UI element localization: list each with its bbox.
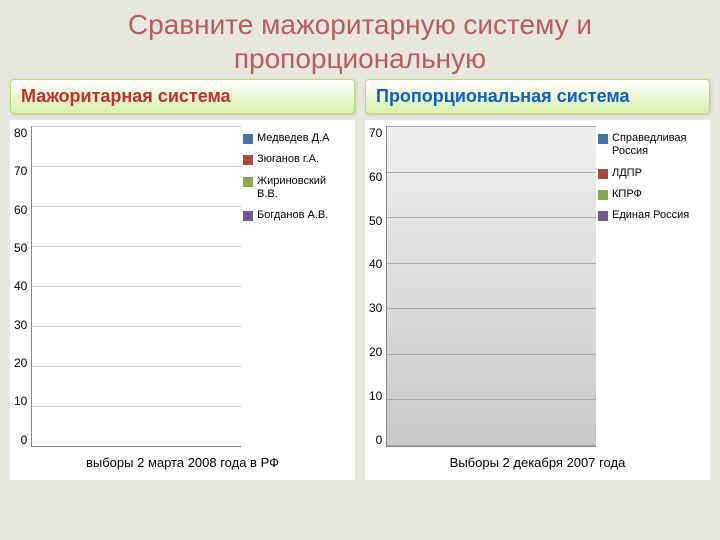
legend-swatch [598,190,608,200]
legend-swatch [243,134,253,144]
left-panel-label: Мажоритарная система [10,79,355,114]
ytick: 20 [14,356,27,370]
legend-item: Справедливая Россия [598,132,704,158]
slide-title: Сравните мажоритарную систему и пропорци… [0,0,720,79]
left-y-axis: 80 70 60 50 40 30 20 10 0 [14,126,31,446]
left-x-label: выборы 2 марта 2008 года в РФ [10,447,355,481]
right-plot-area [386,126,596,446]
legend-item: КПРФ [598,188,704,201]
legend-label: КПРФ [612,188,642,201]
panels: Мажоритарная система 80 70 60 50 40 30 2… [0,79,720,480]
ytick: 50 [369,214,382,228]
left-legend: Медведев Д.А Зюганов г.А. Жириновский В.В.… [241,126,351,446]
legend-swatch [243,211,253,221]
legend-label: Богданов А.В. [257,209,328,222]
legend-swatch [243,155,253,165]
legend-item: Зюганов г.А. [243,153,349,166]
ytick: 10 [369,389,382,403]
right-y-axis: 70 60 50 40 30 20 10 0 [369,126,386,446]
right-legend: Справедливая Россия ЛДПР КПРФ Единая Россия [596,126,706,446]
legend-swatch [598,134,608,144]
legend-label: ЛДПР [612,167,642,180]
left-grid [32,126,241,445]
ytick: 60 [369,170,382,184]
legend-swatch [243,177,253,187]
panel-left: Мажоритарная система 80 70 60 50 40 30 2… [10,79,355,480]
legend-label: Справедливая Россия [612,132,704,158]
ytick: 10 [14,394,27,408]
legend-swatch [598,169,608,179]
legend-item: Жириновский В.В. [243,175,349,201]
ytick: 80 [14,126,27,140]
ytick: 30 [14,318,27,332]
ytick: 50 [14,241,27,255]
ytick: 30 [369,301,382,315]
panel-right: Пропорциональная система 70 60 50 40 30 … [365,79,710,480]
ytick: 70 [369,126,382,140]
right-panel-label: Пропорциональная система [365,79,710,114]
legend-item: Единая Россия [598,209,704,222]
left-chart: 80 70 60 50 40 30 20 10 0 Мед [10,120,355,480]
right-grid [387,126,596,445]
legend-item: Медведев Д.А [243,132,349,145]
right-x-label: Выборы 2 декабря 2007 года [365,447,710,481]
legend-item: ЛДПР [598,167,704,180]
ytick: 0 [14,433,27,447]
left-plot-area [31,126,241,446]
legend-label: Медведев Д.А [257,132,329,145]
ytick: 0 [369,433,382,447]
ytick: 60 [14,203,27,217]
ytick: 40 [14,279,27,293]
legend-item: Богданов А.В. [243,209,349,222]
ytick: 20 [369,345,382,359]
legend-label: Жириновский В.В. [257,175,349,201]
legend-label: Зюганов г.А. [257,153,319,166]
right-chart: 70 60 50 40 30 20 10 0 Справедливая Рос [365,120,710,480]
ytick: 40 [369,257,382,271]
ytick: 70 [14,164,27,178]
legend-label: Единая Россия [612,209,689,222]
legend-swatch [598,211,608,221]
